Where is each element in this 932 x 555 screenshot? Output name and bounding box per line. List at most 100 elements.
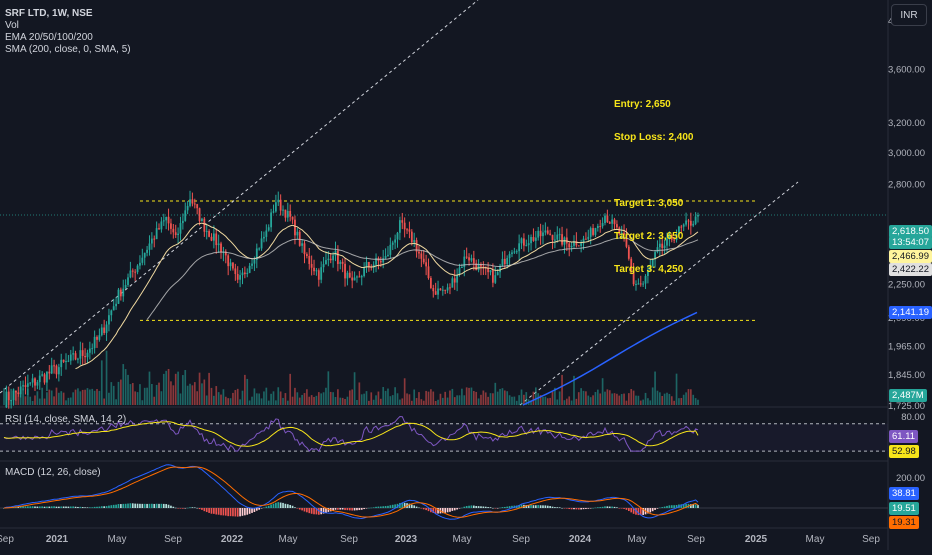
volume-bar bbox=[255, 393, 258, 405]
macd-hist-bar bbox=[217, 508, 220, 515]
candle-body bbox=[186, 205, 189, 211]
volume-bar bbox=[482, 390, 485, 405]
rsi-title[interactable]: RSI (14, close, SMA, 14, 2) bbox=[5, 414, 127, 425]
volume-bar bbox=[623, 393, 625, 405]
macd-hist-bar bbox=[413, 505, 416, 508]
macd-hist-bar bbox=[179, 508, 182, 509]
volume-indicator-label[interactable]: Vol bbox=[5, 20, 19, 31]
volume-bar bbox=[69, 397, 72, 405]
candle-body bbox=[301, 243, 304, 246]
ema-fast-line bbox=[75, 222, 699, 370]
candle-body bbox=[372, 264, 375, 268]
volume-bar bbox=[661, 395, 664, 405]
volume-bar bbox=[81, 389, 84, 405]
macd-hist-bar bbox=[84, 507, 86, 508]
rsi-ma-line bbox=[3, 421, 699, 447]
macd-hist-bar bbox=[134, 503, 137, 508]
volume-bar bbox=[356, 399, 358, 405]
macd-hist-bar bbox=[546, 505, 549, 508]
candle-body bbox=[647, 271, 649, 277]
volume-bar bbox=[670, 396, 673, 405]
volume-bar bbox=[153, 396, 156, 405]
volume-bar bbox=[420, 399, 423, 405]
candle-body bbox=[670, 235, 673, 240]
candle-body bbox=[148, 243, 151, 250]
macd-hist-bar bbox=[43, 506, 46, 508]
macd-hist-bar bbox=[77, 506, 79, 508]
volume-bar bbox=[77, 388, 79, 405]
candle-body bbox=[232, 262, 234, 269]
macd-hist-bar bbox=[272, 503, 275, 508]
candle-body bbox=[105, 324, 108, 333]
candle-body bbox=[606, 215, 609, 223]
macd-hist-bar bbox=[62, 506, 65, 508]
candle-body bbox=[585, 238, 587, 240]
sma-indicator-label[interactable]: SMA (200, close, 0, SMA, 5) bbox=[5, 44, 131, 55]
candle-body bbox=[549, 233, 552, 235]
macd-hist-bar bbox=[563, 508, 566, 509]
volume-bar bbox=[601, 378, 604, 405]
volume-bar bbox=[384, 390, 387, 405]
candle-body bbox=[60, 359, 63, 368]
macd-hist-bar bbox=[36, 506, 39, 508]
macd-hist-bar bbox=[384, 506, 387, 508]
macd-hist-bar bbox=[310, 508, 313, 514]
currency-button[interactable]: INR bbox=[891, 4, 927, 26]
trade-plan-annotation: Entry: 2,650 Stop Loss: 2,400 Target 1: … bbox=[614, 77, 693, 286]
macd-hist-bar bbox=[224, 508, 227, 516]
candle-body bbox=[255, 248, 258, 260]
candle-body bbox=[201, 218, 203, 222]
volume-bar bbox=[625, 400, 628, 405]
macd-hist-bar bbox=[637, 508, 640, 516]
volume-bar bbox=[48, 389, 51, 405]
volume-bar bbox=[463, 395, 466, 405]
volume-bar bbox=[592, 395, 594, 405]
candle-body bbox=[215, 233, 218, 246]
volume-bar bbox=[358, 382, 361, 405]
macd-hist-bar bbox=[229, 508, 232, 517]
volume-bar bbox=[189, 383, 191, 405]
candle-body bbox=[36, 382, 39, 386]
macd-hist-bar bbox=[592, 507, 594, 509]
candle-body bbox=[122, 288, 125, 297]
candle-body bbox=[158, 228, 160, 230]
volume-bar bbox=[265, 387, 268, 405]
macd-hist-bar bbox=[263, 507, 265, 509]
volume-bar bbox=[675, 373, 678, 405]
volume-bar bbox=[294, 387, 296, 405]
volume-bar bbox=[170, 381, 172, 405]
macd-hist-bar bbox=[151, 503, 153, 508]
volume-bar bbox=[418, 392, 420, 405]
volume-bar bbox=[213, 395, 215, 405]
volume-bar bbox=[379, 398, 382, 405]
symbol-line[interactable]: SRF LTD, 1W, NSE bbox=[5, 8, 93, 19]
candle-body bbox=[444, 289, 447, 291]
volume-bar bbox=[496, 391, 499, 405]
macd-hist-bar bbox=[306, 508, 308, 513]
candle-body bbox=[596, 225, 599, 229]
candle-body bbox=[382, 258, 385, 263]
macd-title[interactable]: MACD (12, 26, close) bbox=[5, 467, 101, 478]
volume-bar bbox=[439, 393, 442, 405]
ema-indicator-label[interactable]: EMA 20/50/100/200 bbox=[5, 32, 93, 43]
macd-hist-bar bbox=[508, 506, 511, 508]
macd-hist-bar bbox=[158, 503, 160, 508]
candle-body bbox=[248, 265, 251, 273]
volume-bar bbox=[532, 391, 535, 405]
candle-body bbox=[153, 238, 156, 240]
volume-bar bbox=[127, 374, 129, 405]
volume-bar bbox=[489, 393, 492, 405]
volume-bar bbox=[477, 398, 480, 405]
candle-body bbox=[212, 233, 215, 241]
volume-bar bbox=[561, 374, 563, 405]
volume-bar bbox=[620, 394, 623, 405]
macd-hist-bar bbox=[577, 508, 580, 510]
macd-hist-bar bbox=[19, 506, 22, 508]
volume-bar bbox=[637, 395, 640, 405]
candle-body bbox=[141, 257, 144, 263]
volume-bar bbox=[351, 389, 354, 405]
candle-body bbox=[96, 336, 98, 340]
candle-body bbox=[539, 230, 542, 237]
macd-hist-bar bbox=[449, 508, 451, 512]
